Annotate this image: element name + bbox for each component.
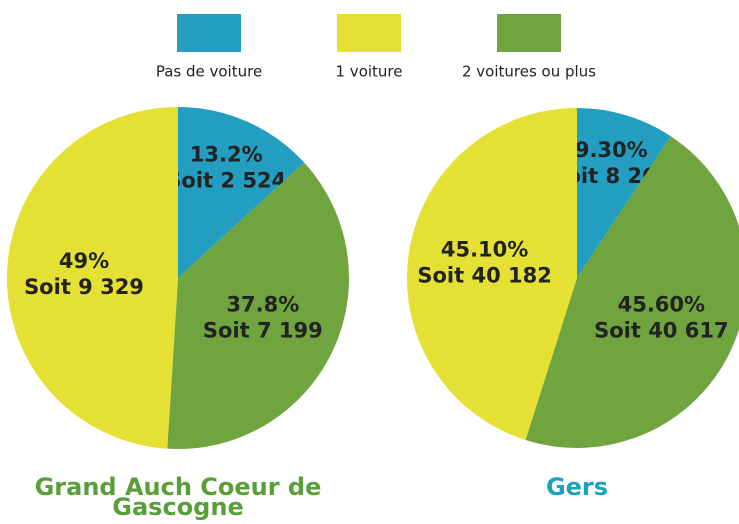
legend-swatch	[337, 14, 401, 52]
value-label: 45.10%	[441, 238, 528, 262]
legend-swatch	[177, 14, 241, 52]
legend-label: 1 voiture	[336, 63, 403, 81]
value-label: 45.60%	[618, 292, 705, 316]
legend-label: 2 voitures ou plus	[462, 63, 596, 81]
pie-slice	[407, 108, 577, 441]
legend-label: Pas de voiture	[156, 63, 262, 81]
pie-slice	[178, 107, 305, 278]
pie-slice	[525, 136, 739, 448]
value-label: 49%	[59, 249, 109, 273]
pie-slice	[577, 108, 671, 278]
value-label: 13.2%	[190, 142, 263, 166]
count-label: Soit 9 329	[24, 275, 144, 299]
count-label: Soit 2 524	[166, 168, 286, 192]
legend-swatch	[497, 14, 561, 52]
title-line: Gascogne	[112, 493, 243, 521]
value-label: 9.30%	[575, 138, 648, 162]
pie-slice	[6, 107, 178, 449]
count-label: Soit 40 617	[594, 318, 728, 342]
chart-title: Grand Auch Coeur de Gascogne	[35, 473, 322, 521]
chart-title: Gers	[546, 473, 608, 501]
pie-slice	[167, 162, 349, 449]
title-line: Grand Auch Coeur de	[35, 473, 322, 501]
count-label: Soit 40 182	[417, 264, 551, 288]
value-label: 37.8%	[226, 293, 299, 317]
count-label: Soit 7 199	[203, 319, 323, 343]
